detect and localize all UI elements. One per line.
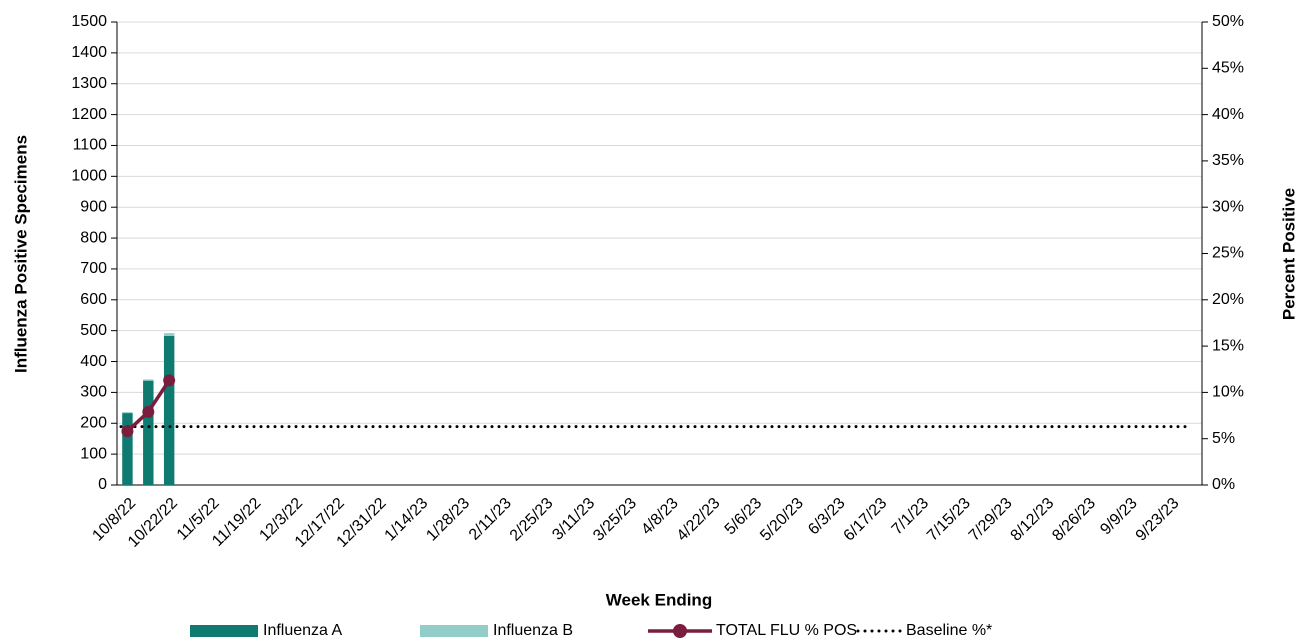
x-axis-title: Week Ending <box>606 590 712 609</box>
x-tick-label: 8/26/23 <box>1049 495 1099 545</box>
legend-label: Baseline %* <box>906 622 992 639</box>
y2-tick-label: 25% <box>1212 245 1244 262</box>
y-tick-label: 900 <box>80 198 107 215</box>
y2-tick-label: 0% <box>1212 476 1235 493</box>
y-axis-title: Influenza Positive Specimens <box>11 135 30 373</box>
y-tick-label: 600 <box>80 291 107 308</box>
y-tick-label: 1100 <box>73 137 108 154</box>
y2-tick-label: 5% <box>1212 430 1235 447</box>
x-tick-label: 8/12/23 <box>1008 495 1058 545</box>
y-tick-label: 0 <box>98 476 107 493</box>
y2-tick-label: 10% <box>1212 384 1244 401</box>
x-tick-label: 4/22/23 <box>674 495 724 545</box>
y2-tick-label: 15% <box>1212 337 1244 354</box>
x-tick-label: 3/11/23 <box>549 495 598 544</box>
y2-tick-label: 20% <box>1212 291 1244 308</box>
y-tick-label: 1200 <box>71 106 107 123</box>
y2-tick-label: 50% <box>1212 13 1244 30</box>
x-tick-label: 1/28/23 <box>423 495 473 545</box>
x-tick-label: 6/17/23 <box>841 495 891 545</box>
line-marker <box>121 425 134 438</box>
x-tick-label: 1/14/23 <box>382 495 432 545</box>
bar <box>143 380 154 485</box>
bar <box>122 413 133 485</box>
y-tick-label: 100 <box>80 445 107 462</box>
bar <box>163 333 175 336</box>
y2-axis-title: Percent Positive <box>1279 188 1298 320</box>
y2-tick-label: 45% <box>1212 60 1244 77</box>
legend-label: TOTAL FLU % POS <box>716 622 857 639</box>
x-tick-label: 2/25/23 <box>507 495 557 545</box>
legend-label: Influenza A <box>263 622 343 639</box>
y-tick-label: 800 <box>80 229 107 246</box>
legend-swatch <box>190 625 258 637</box>
y-tick-label: 1400 <box>71 44 107 61</box>
y-tick-label: 700 <box>80 260 107 277</box>
x-tick-label: 5/20/23 <box>757 495 807 545</box>
bar <box>163 335 175 485</box>
x-tick-label: 2/11/23 <box>466 495 515 544</box>
line-marker <box>142 405 155 418</box>
bar <box>122 412 133 414</box>
legend-label: Influenza B <box>493 622 573 639</box>
bar <box>143 379 154 381</box>
y-tick-label: 200 <box>80 414 107 431</box>
y-tick-label: 1500 <box>71 13 107 30</box>
line-marker <box>163 374 176 387</box>
y-tick-label: 1300 <box>71 75 107 92</box>
x-tick-label: 7/29/23 <box>966 495 1016 545</box>
x-tick-label: 3/25/23 <box>590 495 640 545</box>
y-tick-label: 500 <box>80 322 107 339</box>
y2-tick-label: 40% <box>1212 106 1244 123</box>
y-tick-label: 400 <box>80 353 107 370</box>
legend-swatch <box>420 625 488 637</box>
y-tick-label: 300 <box>80 384 107 401</box>
y2-tick-label: 30% <box>1212 198 1244 215</box>
legend-swatch-marker <box>673 624 687 638</box>
x-tick-label: 7/15/23 <box>924 495 974 545</box>
y2-tick-label: 35% <box>1212 152 1244 169</box>
x-tick-label: 9/23/23 <box>1133 495 1183 545</box>
y-tick-label: 1000 <box>71 168 107 185</box>
